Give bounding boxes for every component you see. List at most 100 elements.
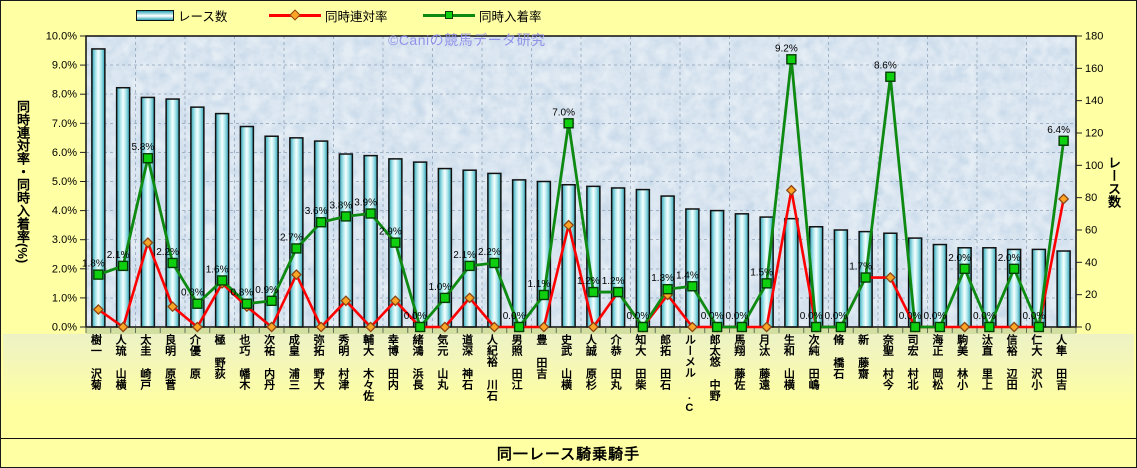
y-tick-label-right: 40 xyxy=(1085,257,1097,269)
nyuchaku-marker xyxy=(959,263,970,274)
rentai-marker xyxy=(167,301,179,313)
data-label: 1.8% xyxy=(82,259,105,270)
nyuchaku-marker xyxy=(786,54,797,65)
rentai-marker xyxy=(365,321,377,333)
rentai-marker xyxy=(266,321,278,333)
data-label: 7.0% xyxy=(552,107,575,118)
nyuchaku-marker xyxy=(1008,263,1020,274)
bar-swatch-icon xyxy=(136,9,174,21)
legend-label-rentai: 同時連対率 xyxy=(325,9,388,24)
y-tick-label-left: 10.0% xyxy=(46,31,77,43)
nyuchaku-marker xyxy=(588,286,599,298)
bar xyxy=(784,217,799,328)
rentai-marker xyxy=(142,237,154,249)
nyuchaku-marker xyxy=(1058,135,1069,146)
nyuchaku-marker xyxy=(489,257,500,269)
nyuchaku-marker xyxy=(291,243,302,254)
data-label: 5.8% xyxy=(131,142,154,153)
y-tick-label-right: 140 xyxy=(1085,95,1103,107)
y-tick-label-left: 8.0% xyxy=(52,89,77,101)
data-label: 0.9% xyxy=(255,285,278,296)
square-marker-icon xyxy=(445,10,453,19)
data-label: 1.1% xyxy=(527,279,550,290)
bar xyxy=(635,188,651,328)
data-label: 0.0% xyxy=(800,311,823,322)
nyuchaku-marker xyxy=(538,289,550,301)
y-axis-ticks-right: 0 20 40 60 80 100 120 140 160 180 xyxy=(1076,31,1103,334)
y-tick-label-right: 80 xyxy=(1085,192,1097,204)
data-label: 0.0% xyxy=(923,311,946,322)
bar xyxy=(685,208,700,328)
nyuchaku-marker xyxy=(612,286,624,298)
data-label: 0.0% xyxy=(899,311,922,322)
nyuchaku-marker xyxy=(736,321,748,333)
data-label: 0.0% xyxy=(1022,311,1045,322)
y-axis-ticks-left: 0.0% 1.0% 2.0% 3.0% 4.0% 5.0% 6.0% 7.0% 8.0% 9.0%… xyxy=(46,31,86,334)
nyuchaku-marker xyxy=(934,321,946,333)
data-label: 8.6% xyxy=(874,61,897,72)
rentai-marker xyxy=(439,321,451,333)
rentai-marker xyxy=(884,272,896,284)
rentai-marker xyxy=(389,295,401,307)
data-labels: 1.8%2.1%5.8%2.2%0.8%1.6%0.8% 0.9%2.7%3.6%… xyxy=(82,43,1070,322)
bar xyxy=(610,187,626,328)
nyuchaku-marker xyxy=(93,269,104,280)
data-label: 1.2% xyxy=(577,276,600,287)
data-label: 1.5% xyxy=(750,267,773,278)
nyuchaku-marker xyxy=(340,211,352,222)
data-label: 2.2% xyxy=(156,247,179,258)
nyuchaku-marker xyxy=(365,208,376,219)
y-tick-label-left: 2.0% xyxy=(52,263,77,275)
nyuchaku-marker xyxy=(1033,321,1045,333)
chart-title-band: 同一レース騎乗騎手 xyxy=(1,438,1136,467)
rentai-marker xyxy=(959,321,971,333)
rentai-marker xyxy=(290,269,302,281)
y-tick-label-right: 20 xyxy=(1085,289,1097,301)
data-label: 2.9% xyxy=(379,227,402,238)
nyuchaku-marker xyxy=(810,321,822,333)
y-tick-label-left: 7.0% xyxy=(52,118,77,130)
y-axis-title-left: 同時連対率・同時入着率(%) xyxy=(15,99,30,264)
rentai-marker xyxy=(1058,193,1070,205)
data-label: 0.0% xyxy=(725,311,748,322)
nyuchaku-marker xyxy=(637,321,649,333)
nyuchaku-line xyxy=(97,57,1066,329)
data-label: 1.4% xyxy=(676,270,699,281)
nyuchaku-marker xyxy=(563,118,574,129)
y-tick-label-left: 5.0% xyxy=(52,176,77,188)
data-label: 2.0% xyxy=(948,253,971,264)
category-ticks xyxy=(85,328,1077,333)
y-tick-label-left: 9.0% xyxy=(52,60,77,72)
data-label: 0.8% xyxy=(230,288,253,299)
data-label: 2.0% xyxy=(998,253,1021,264)
legend-item-races: レース数 xyxy=(136,6,227,24)
nyuchaku-marker xyxy=(984,321,995,333)
bar xyxy=(709,209,725,328)
rentai-marker xyxy=(315,321,327,333)
nyuchaku-marker xyxy=(117,260,129,272)
y-tick-label-right: 120 xyxy=(1085,128,1103,140)
bar xyxy=(412,161,428,328)
y-tick-label-left: 6.0% xyxy=(52,147,77,159)
nyuchaku-marker xyxy=(439,292,451,304)
rentai-marker xyxy=(340,295,352,307)
data-label: 1.3% xyxy=(651,273,674,284)
data-label: 2.7% xyxy=(280,232,303,243)
bar xyxy=(561,183,576,328)
nyuchaku-marker xyxy=(860,272,871,283)
rentai-marker xyxy=(538,321,550,333)
y-tick-label-left: 1.0% xyxy=(52,292,77,304)
bar xyxy=(313,140,329,328)
legend-item-rentai: 同時連対率 xyxy=(269,6,388,24)
nyuchaku-marker xyxy=(414,321,426,333)
data-label: 3.6% xyxy=(305,206,328,217)
green-line-swatch-icon xyxy=(423,9,475,22)
nyuchaku-marker xyxy=(390,237,401,248)
rentai-marker xyxy=(117,321,129,333)
data-label: 1.6% xyxy=(206,264,229,275)
rentai-marker xyxy=(785,184,797,196)
data-label: 0.8% xyxy=(181,288,204,299)
red-line-swatch-icon xyxy=(269,8,321,22)
